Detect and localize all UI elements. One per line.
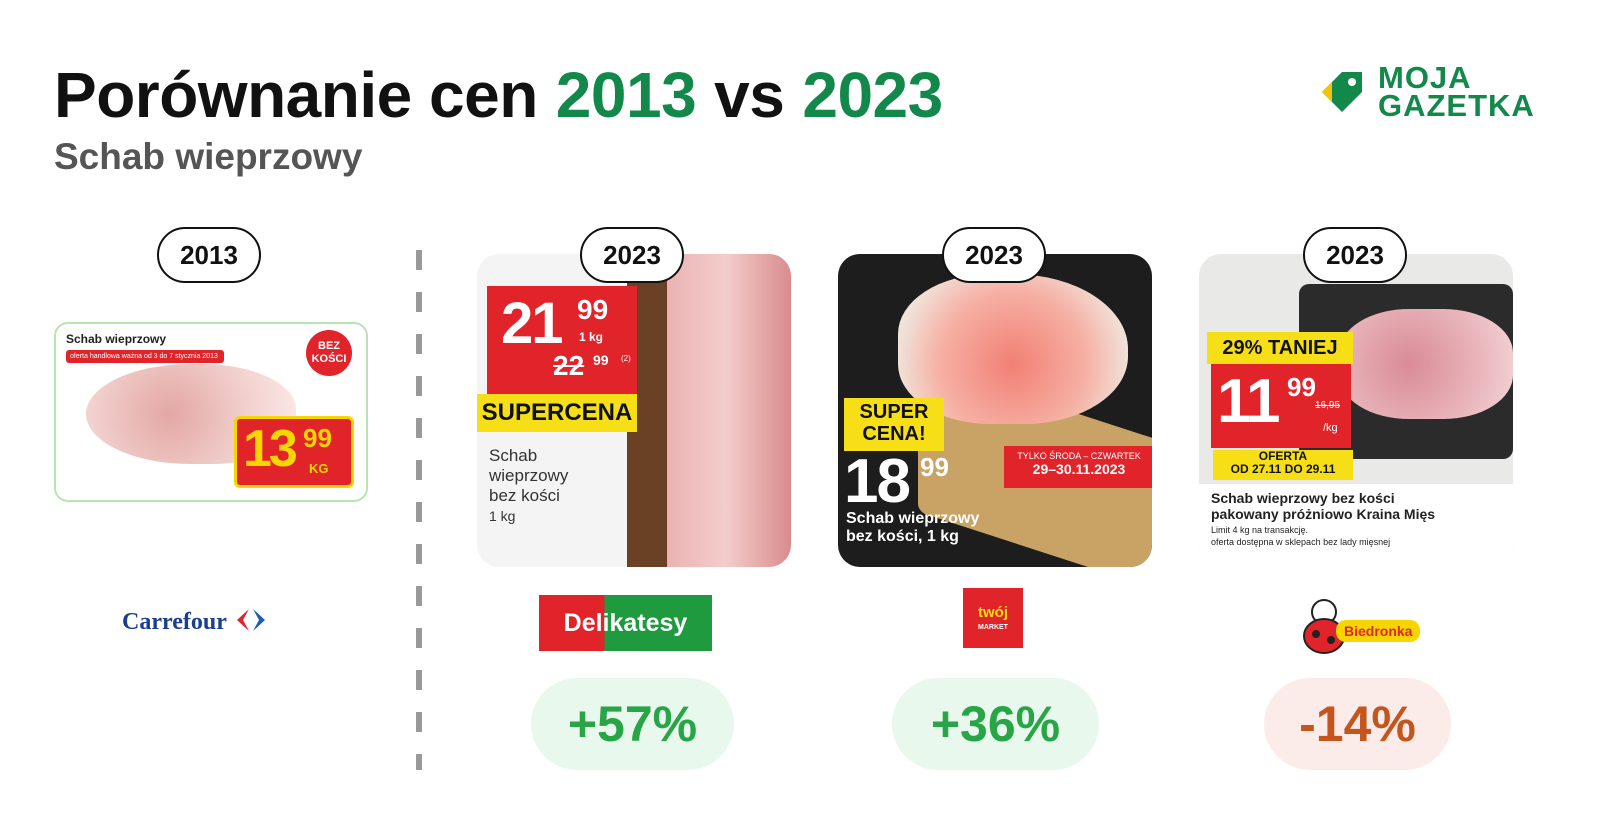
year-pill: 2023 (942, 227, 1046, 283)
meat-image (627, 254, 791, 567)
store-name: Delikatesy (563, 608, 688, 637)
product-card: 21 99 1 kg 22 99 (2) SUPERCENA Schab wie… (477, 254, 791, 567)
ad-text: Limit 4 kg na transakcję. (1211, 525, 1309, 535)
product-card: 29% TANIEJ 11 99 16,95 /kg OFERTA OD 27.1… (1199, 254, 1513, 567)
ad-text: Schab (489, 446, 538, 465)
ad-text: bez kości (489, 486, 560, 505)
ad-text: oferta dostępna w sklepach bez lady mięs… (1211, 537, 1391, 547)
logo-icon (1322, 72, 1362, 112)
ad-ribbon: TYLKO ŚRODA – CZWARTEK 29–30.11.2023 (1004, 446, 1152, 488)
title-text: Porównanie cen (54, 59, 538, 131)
old-price: 22 (553, 350, 585, 381)
ad-banner: 29% TANIEJ (1207, 332, 1353, 364)
price-cents: 99 (1287, 372, 1316, 402)
price-box: 21 99 1 kg 22 99 (2) (487, 286, 637, 394)
ad-text: SUPER (859, 401, 929, 423)
ad-text: wieprzowy (489, 466, 569, 485)
price: 11 (1217, 367, 1281, 436)
price-unit: KG (309, 461, 329, 476)
year-pill: 2013 (157, 227, 261, 283)
title-text: vs (714, 59, 785, 131)
store-logo: Delikatesy (539, 595, 712, 651)
ad-description: Schab wieprzowy bez kości pakowany próżni… (1199, 484, 1513, 567)
store-logo: Carrefour (122, 607, 270, 636)
ad-text: pakowany próżniowo Kraina Mięs (1211, 506, 1436, 522)
price-cents: 99 (303, 423, 332, 453)
price: 18 (844, 447, 911, 516)
store-name: Carrefour (122, 609, 227, 635)
store-name: MARKET (978, 624, 1008, 631)
store-icon (1303, 599, 1345, 654)
title-year: 2023 (802, 59, 943, 131)
ad-text: Schab wieprzowy bez kości (1211, 490, 1395, 506)
ad-text: bez kości, 1 kg (846, 528, 959, 545)
ad-description: Schab wieprzowy bez kości 1 kg (489, 446, 568, 526)
ad-text: 1 kg (489, 508, 516, 524)
ad-text: CENA! (862, 423, 926, 445)
ad-text: Schab wieprzowy (66, 332, 167, 346)
logo-text: MOJA (1378, 60, 1472, 95)
ad-text: TYLKO ŚRODA – CZWARTEK (1017, 451, 1141, 461)
old-price: 16,95 (1315, 400, 1341, 411)
ad-banner: SUPER CENA! (844, 398, 944, 451)
ad-text: oferta handlowa ważna od 3 do 7 stycznia… (66, 350, 224, 363)
meat-image (1339, 309, 1513, 419)
divider (416, 250, 422, 770)
ad-banner: SUPERCENA (477, 394, 637, 432)
price-cents: 99 (920, 452, 949, 482)
old-price-cents: 99 (593, 352, 609, 368)
subtitle: Schab wieprzowy (54, 136, 363, 177)
store-logo: Biedronka (1300, 596, 1436, 654)
ad-text: 29–30.11.2023 (1032, 461, 1126, 477)
store-name: Biedronka (1336, 620, 1421, 642)
product-card: SUPER CENA! 18 99 TYLKO ŚRODA – CZWARTEK 2… (838, 254, 1152, 567)
price-change: +57% (531, 678, 734, 770)
price: 13 (243, 420, 298, 478)
price-change: -14% (1264, 678, 1451, 770)
store-icon (237, 609, 266, 631)
ad-text: Schab wieprzowy (846, 510, 980, 527)
title-year: 2013 (555, 59, 697, 131)
store-name: twój (978, 604, 1008, 621)
year-pill: 2023 (580, 227, 684, 283)
footnote: (2) (621, 354, 631, 363)
store-logo: twój MARKET (963, 588, 1023, 648)
price: 21 (501, 291, 563, 356)
price-unit: /kg (1323, 422, 1338, 434)
ad-offer: OFERTA OD 27.11 DO 29.11 (1213, 450, 1353, 480)
ad-badge: BEZ KOŚCI (306, 330, 352, 376)
ad-text: OFERTA (1258, 449, 1308, 463)
ad-text: OD 27.11 DO 29.11 (1230, 462, 1336, 476)
logo: MOJA GAZETKA (1318, 62, 1558, 126)
price-cents: 99 (577, 294, 609, 325)
price-change: +36% (892, 678, 1099, 770)
year-pill: 2023 (1303, 227, 1407, 283)
logo-text: GAZETKA (1378, 88, 1535, 123)
title: Porównanie cen 2013 vs 2023 (54, 58, 961, 132)
ad-description: Schab wieprzowy bez kości, 1 kg (846, 510, 979, 546)
price-box: 13 99 KG (234, 416, 354, 488)
product-card: Schab wieprzowy oferta handlowa ważna od… (54, 322, 368, 502)
price-box: 11 99 16,95 /kg (1211, 364, 1351, 448)
price-unit: 1 kg (579, 330, 604, 344)
